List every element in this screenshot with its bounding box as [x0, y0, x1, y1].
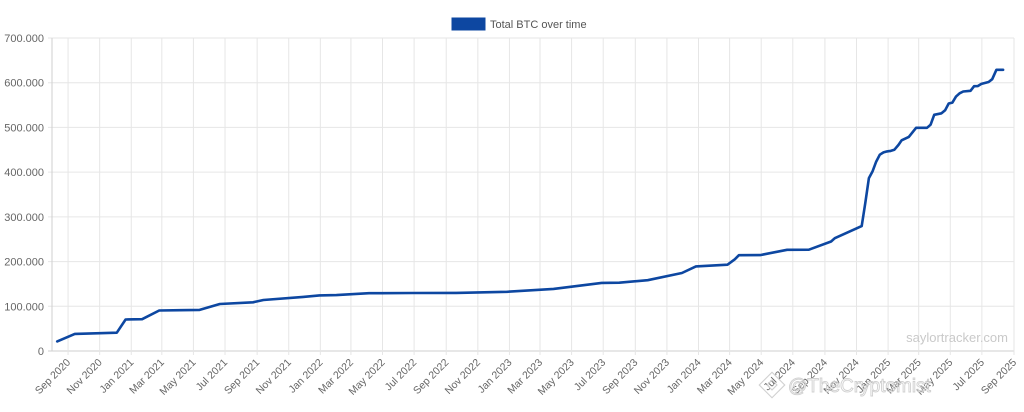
data-point[interactable] — [873, 159, 879, 165]
data-point[interactable] — [942, 107, 948, 113]
data-point[interactable] — [504, 289, 510, 295]
data-point[interactable] — [250, 299, 256, 305]
data-point[interactable] — [866, 175, 872, 181]
data-point[interactable] — [993, 67, 999, 73]
data-point[interactable] — [197, 307, 203, 313]
legend-swatch — [451, 17, 486, 31]
data-point[interactable] — [931, 112, 937, 118]
data-point[interactable] — [928, 122, 934, 128]
data-point[interactable] — [725, 262, 731, 268]
data-point[interactable] — [899, 137, 905, 143]
series-line — [55, 68, 1005, 343]
y-tick-label: 300.000 — [4, 212, 44, 224]
data-point[interactable] — [960, 89, 966, 95]
y-tick-label: 400.000 — [4, 167, 44, 179]
data-point[interactable] — [832, 235, 838, 241]
data-point[interactable] — [913, 125, 919, 131]
legend-label: Total BTC over time — [490, 19, 587, 31]
data-point[interactable] — [949, 100, 955, 106]
data-point[interactable] — [736, 252, 742, 258]
data-point[interactable] — [139, 316, 145, 322]
watermark-overlay: @TheCryptomist — [758, 371, 932, 399]
data-point[interactable] — [870, 168, 876, 174]
data-point[interactable] — [177, 307, 183, 313]
data-point[interactable] — [453, 290, 459, 296]
data-point[interactable] — [989, 76, 995, 82]
series — [54, 67, 1006, 344]
grid — [48, 37, 1015, 355]
y-tick-label: 100.000 — [4, 301, 44, 313]
data-point[interactable] — [410, 290, 416, 296]
data-point[interactable] — [599, 280, 605, 286]
data-point[interactable] — [333, 292, 339, 298]
data-point[interactable] — [978, 81, 984, 87]
data-point[interactable] — [862, 200, 868, 206]
watermark-site: saylortracker.com — [906, 330, 1008, 345]
y-axis: 0 100.000 200.000 300.000 400.000 500.000 600.… — [4, 33, 44, 358]
data-point[interactable] — [316, 292, 322, 298]
binance-logo-icon — [758, 371, 786, 399]
data-point[interactable] — [806, 247, 812, 253]
y-tick-label: 700.000 — [4, 33, 44, 45]
y-tick-label: 200.000 — [4, 257, 44, 269]
data-point[interactable] — [645, 277, 651, 283]
data-point[interactable] — [891, 147, 897, 153]
legend[interactable]: Total BTC over time — [451, 17, 587, 31]
data-point[interactable] — [679, 270, 685, 276]
data-point[interactable] — [260, 297, 266, 303]
y-tick-label: 0 — [38, 346, 44, 358]
y-tick-label: 500.000 — [4, 122, 44, 134]
data-point[interactable] — [1000, 67, 1006, 73]
data-point[interactable] — [757, 252, 763, 258]
x-tick-label: Sep 2025 — [979, 357, 1019, 397]
data-point[interactable] — [551, 286, 557, 292]
data-point[interactable] — [156, 308, 162, 314]
data-point[interactable] — [693, 263, 699, 269]
data-point[interactable] — [366, 290, 372, 296]
data-point[interactable] — [72, 331, 78, 337]
y-tick-label: 600.000 — [4, 78, 44, 90]
data-point[interactable] — [859, 223, 865, 229]
data-point[interactable] — [114, 330, 120, 336]
data-point[interactable] — [784, 247, 790, 253]
data-point[interactable] — [123, 317, 129, 323]
data-point[interactable] — [906, 134, 912, 140]
data-point[interactable] — [616, 280, 622, 286]
data-point[interactable] — [300, 294, 306, 300]
watermark-handle: @TheCryptomist — [788, 376, 932, 397]
data-point[interactable] — [217, 301, 223, 307]
data-point[interactable] — [54, 338, 60, 344]
